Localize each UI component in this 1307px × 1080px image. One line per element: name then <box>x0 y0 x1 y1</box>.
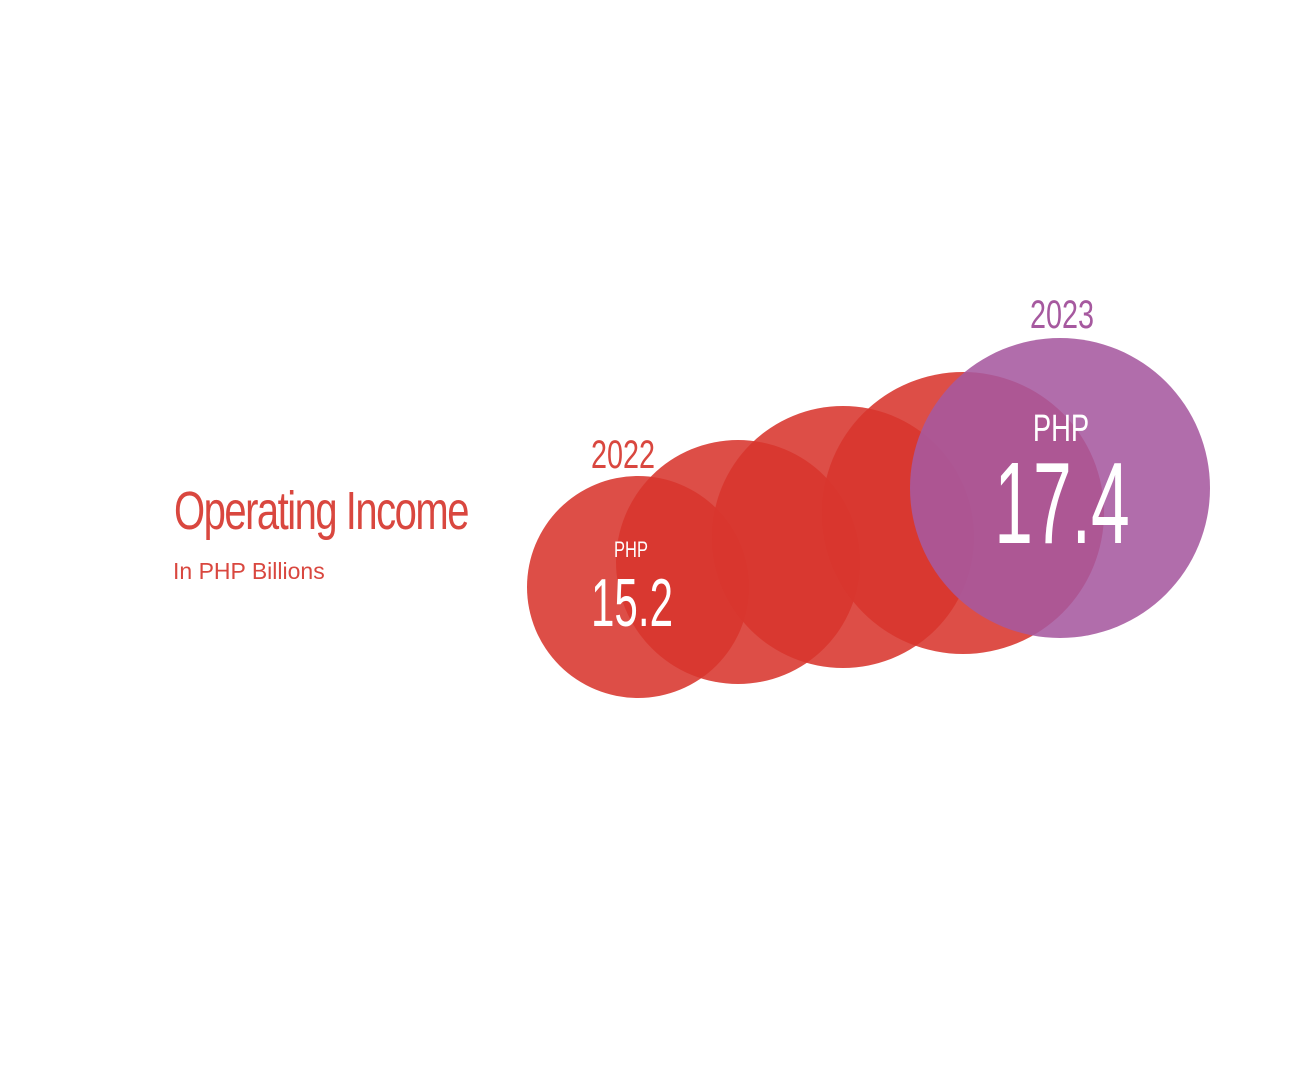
value-label-2022: 15.2 <box>591 565 673 641</box>
chart-title: Operating Income <box>174 481 469 541</box>
currency-label-2022: PHP <box>614 538 648 563</box>
currency-label-2023: PHP <box>1033 408 1089 450</box>
year-label-2022: 2022 <box>591 432 655 477</box>
value-label-2023: 17.4 <box>994 439 1129 569</box>
bubble-2023 <box>910 338 1210 638</box>
year-label-2023: 2023 <box>1030 292 1094 337</box>
chart-subtitle: In PHP Billions <box>173 558 325 584</box>
